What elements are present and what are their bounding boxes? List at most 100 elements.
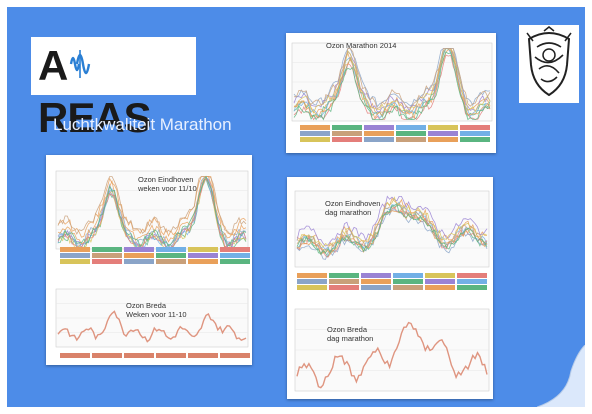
legend-swatch bbox=[156, 259, 186, 264]
series-line bbox=[293, 48, 491, 114]
chart-label: Ozon Eindhoven dag marathon bbox=[325, 199, 380, 217]
legend-swatch bbox=[297, 285, 327, 290]
series-line bbox=[293, 49, 491, 120]
legend-swatch bbox=[393, 285, 423, 290]
legend-swatch bbox=[188, 353, 218, 358]
legend-swatch bbox=[457, 285, 487, 290]
legend-swatch bbox=[297, 279, 327, 284]
legend-swatch bbox=[457, 273, 487, 278]
chart-plot bbox=[294, 190, 490, 268]
series-line bbox=[296, 208, 488, 256]
logo-text-rest: REAS bbox=[38, 94, 152, 141]
legend-swatch bbox=[393, 279, 423, 284]
series-line bbox=[296, 203, 488, 256]
legend-swatch bbox=[396, 131, 426, 136]
legend-swatch bbox=[297, 273, 327, 278]
legend-swatch bbox=[188, 247, 218, 252]
legend-swatch bbox=[156, 353, 186, 358]
series-line bbox=[57, 176, 247, 245]
legend-swatch bbox=[300, 137, 330, 142]
chart-label-line: Ozon Breda bbox=[126, 301, 167, 310]
legend-swatch bbox=[220, 247, 250, 252]
legend-swatch bbox=[92, 253, 122, 258]
legend-swatch bbox=[92, 259, 122, 264]
city-crest-emblem-icon bbox=[519, 25, 579, 103]
series-line bbox=[57, 176, 247, 235]
chart-label: Ozon Marathon 2014 bbox=[326, 41, 396, 50]
legend-swatch bbox=[460, 137, 490, 142]
legend-swatch bbox=[361, 273, 391, 278]
legend-swatch bbox=[460, 125, 490, 130]
chart-plot bbox=[291, 42, 493, 122]
legend-swatch bbox=[332, 137, 362, 142]
chart-label: Ozon Breda dag marathon bbox=[327, 325, 373, 343]
chart-label: Ozon Breda Weken voor 11-10 bbox=[126, 301, 187, 319]
legend-swatch bbox=[60, 259, 90, 264]
chart-label-line: Ozon Breda bbox=[327, 325, 368, 334]
chart-plot bbox=[55, 288, 249, 348]
chart-plot bbox=[55, 170, 249, 250]
legend-swatch bbox=[425, 285, 455, 290]
legend-swatch bbox=[156, 253, 186, 258]
legend-swatch bbox=[92, 353, 122, 358]
legend-swatch bbox=[220, 253, 250, 258]
legend-swatch bbox=[188, 253, 218, 258]
chart-legend bbox=[60, 247, 250, 264]
legend-swatch bbox=[428, 131, 458, 136]
legend-swatch bbox=[329, 285, 359, 290]
legend-swatch bbox=[300, 131, 330, 136]
chart-ozon-eindhoven-dag: Ozon Eindhoven dag marathon Ozon Breda d… bbox=[287, 177, 493, 399]
legend-swatch bbox=[188, 259, 218, 264]
legend-swatch bbox=[364, 125, 394, 130]
chart-label-line: dag marathon bbox=[325, 208, 372, 217]
areas-logo: A REAS bbox=[31, 37, 196, 141]
legend-swatch bbox=[92, 247, 122, 252]
series-line bbox=[296, 196, 488, 248]
legend-swatch bbox=[396, 137, 426, 142]
chart-label-line: weken voor 11/10 bbox=[138, 184, 197, 193]
legend-swatch bbox=[60, 247, 90, 252]
logo-text-a: A bbox=[38, 42, 68, 89]
chart-label-line: Ozon Marathon 2014 bbox=[326, 41, 397, 50]
series-line bbox=[296, 195, 488, 247]
chart-legend bbox=[297, 273, 491, 290]
signal-wave-icon bbox=[70, 50, 91, 78]
legend-swatch bbox=[425, 279, 455, 284]
legend-swatch bbox=[361, 285, 391, 290]
legend-swatch bbox=[332, 131, 362, 136]
series-line bbox=[57, 310, 247, 343]
legend-swatch bbox=[124, 247, 154, 252]
legend-swatch bbox=[329, 273, 359, 278]
presentation-slide: A REAS Luchtkwaliteit Marathon Ozon Mara… bbox=[7, 7, 585, 407]
series-line bbox=[293, 48, 491, 110]
series-line bbox=[296, 206, 488, 258]
chart-legend bbox=[300, 125, 490, 142]
legend-swatch bbox=[60, 353, 90, 358]
chart-label-line: Ozon Eindhoven bbox=[325, 199, 381, 208]
chart-label-line: dag marathon bbox=[327, 334, 374, 343]
page-curl-icon bbox=[537, 345, 585, 407]
series-line bbox=[293, 51, 491, 121]
chart-label: Ozon Eindhoven weken voor 11/10 bbox=[138, 175, 197, 193]
legend-swatch bbox=[300, 125, 330, 130]
legend-swatch bbox=[364, 137, 394, 142]
legend-swatch bbox=[329, 279, 359, 284]
series-line bbox=[296, 321, 488, 389]
chart-legend bbox=[60, 353, 250, 358]
legend-swatch bbox=[425, 273, 455, 278]
chart-ozon-eindhoven-weken: Ozon Eindhoven weken voor 11/10 Ozon Bre… bbox=[46, 155, 252, 365]
legend-swatch bbox=[428, 137, 458, 142]
legend-swatch bbox=[460, 131, 490, 136]
series-line bbox=[57, 175, 247, 248]
legend-swatch bbox=[396, 125, 426, 130]
series-line bbox=[57, 176, 247, 238]
legend-swatch bbox=[428, 125, 458, 130]
chart-ozon-marathon-2014: Ozon Marathon 2014 bbox=[286, 33, 496, 153]
chart-plot bbox=[294, 308, 490, 392]
chart-label-line: Weken voor 11-10 bbox=[126, 310, 187, 319]
series-line bbox=[296, 209, 488, 260]
series-line bbox=[296, 197, 488, 251]
legend-swatch bbox=[124, 353, 154, 358]
legend-swatch bbox=[393, 273, 423, 278]
legend-swatch bbox=[332, 125, 362, 130]
